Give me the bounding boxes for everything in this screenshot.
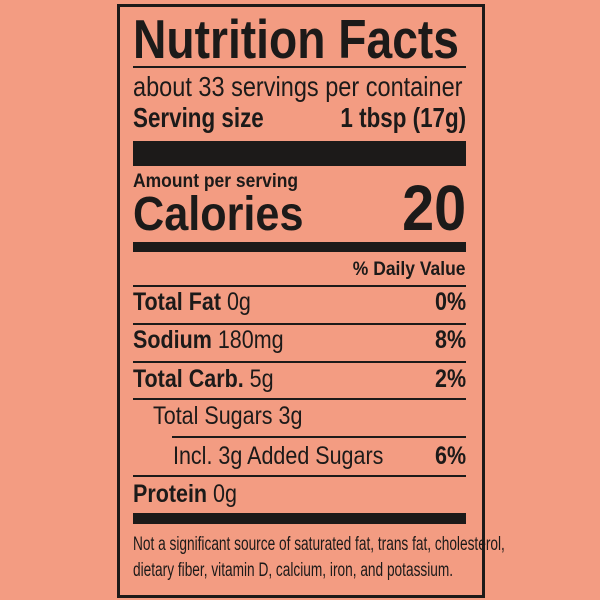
divider [133,361,466,363]
dv-total-fat: 0% [434,288,466,316]
calories-value: 20 [401,172,466,244]
thick-divider [133,141,466,166]
label-title: Nutrition Facts [133,8,459,70]
serving-size-label: Serving size [133,102,264,133]
dv-total-carb: 2% [434,365,466,393]
nutrient-row-sodium: Sodium 180mg [133,326,284,354]
footnote-line-2: dietary fiber, vitamin D, calcium, iron,… [133,560,454,581]
nutrient-row-total-sugars: Total Sugars 3g [153,402,303,430]
dv-added-sugars: 6% [434,442,466,470]
divider [133,66,466,68]
nutrient-row-added-sugars: Incl. 3g Added Sugars [173,442,384,470]
medium-divider [133,513,466,524]
medium-divider [133,242,466,252]
daily-value-header: % Daily Value [353,259,466,280]
divider [133,285,466,287]
nutrition-facts-label [117,4,485,598]
calories-label: Calories [133,188,304,241]
nutrient-row-total-fat: Total Fat 0g [133,288,251,316]
servings-per-container: about 33 servings per container [133,71,463,102]
serving-size-value: 1 tbsp (17g) [340,102,466,133]
dv-sodium: 8% [434,326,466,354]
divider [133,475,466,477]
nutrient-row-protein: Protein 0g [133,480,237,508]
footnote-line-1: Not a significant source of saturated fa… [133,534,505,555]
divider [172,436,466,438]
divider [133,398,466,400]
nutrient-row-total-carb: Total Carb. 5g [133,365,274,393]
amount-per-serving: Amount per serving [133,171,299,192]
divider [133,323,466,325]
